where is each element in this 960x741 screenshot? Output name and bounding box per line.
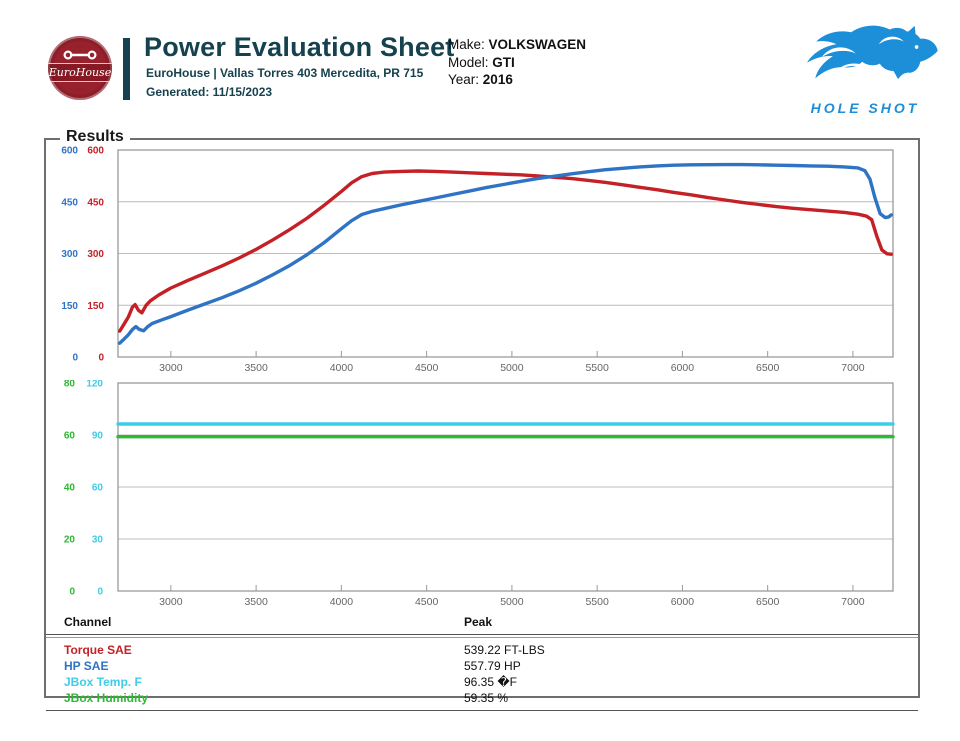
model-value: GTI — [492, 54, 515, 70]
peak-header: Peak — [464, 615, 493, 629]
svg-text:0: 0 — [72, 353, 78, 364]
svg-text:450: 450 — [61, 197, 78, 208]
svg-text:600: 600 — [87, 146, 104, 157]
svg-text:7000: 7000 — [841, 362, 865, 374]
svg-text:3500: 3500 — [244, 362, 268, 374]
svg-text:5500: 5500 — [585, 362, 609, 374]
logo-script-text: EuroHouse — [48, 66, 112, 79]
svg-text:0: 0 — [69, 587, 75, 598]
svg-text:4000: 4000 — [330, 596, 354, 608]
peak-value: 59.35 % — [464, 691, 509, 705]
environment-chart-temp-humidity: 3000 3500 4000 4500 5000 5500 6000 6500 7000 0 20 4… — [64, 380, 895, 608]
table-row: JBox Humidity 59.35 % — [46, 690, 918, 706]
shop-address: EuroHouse | Vallas Torres 403 Mercedita,… — [146, 66, 424, 80]
make-value: VOLKSWAGEN — [488, 37, 587, 52]
make-label: Make: — [448, 37, 485, 52]
table-row: Torque SAE 539.22 FT-LBS — [46, 642, 918, 658]
channel-name: Torque SAE — [64, 643, 132, 657]
title-accent-bar — [123, 38, 130, 100]
peak-value: 539.22 FT-LBS — [464, 643, 545, 657]
vehicle-make: Make: VOLKSWAGEN — [448, 36, 586, 54]
logo-band: EuroHouse — [48, 63, 112, 82]
results-table: Channel Peak Torque SAE 539.22 FT-LBS HP S… — [46, 612, 918, 711]
year-label: Year: — [448, 72, 480, 87]
svg-text:3500: 3500 — [244, 596, 268, 608]
table-row: JBox Temp. F 96.35 �F — [46, 674, 918, 690]
svg-text:4000: 4000 — [330, 362, 354, 374]
svg-text:60: 60 — [92, 483, 104, 494]
svg-text:30: 30 — [92, 535, 104, 546]
svg-text:7000: 7000 — [841, 596, 865, 608]
svg-text:20: 20 — [64, 535, 76, 546]
vehicle-model: Model: GTI — [448, 54, 586, 72]
channel-header: Channel — [64, 615, 112, 629]
svg-text:3000: 3000 — [159, 596, 183, 608]
table-body: Torque SAE 539.22 FT-LBS HP SAE 557.79 HP JB… — [46, 642, 918, 706]
generated-date: Generated: 11/15/2023 — [146, 85, 273, 99]
vehicle-info: Make: VOLKSWAGEN Model: GTI Year: 2016 — [448, 36, 586, 89]
table-header-divider — [46, 634, 918, 638]
horse-icon — [806, 25, 938, 80]
svg-text:4500: 4500 — [415, 362, 439, 374]
svg-text:4500: 4500 — [415, 596, 439, 608]
svg-text:80: 80 — [64, 380, 76, 390]
table-header-row: Channel Peak — [46, 612, 918, 632]
peak-value: 557.79 HP — [464, 659, 521, 673]
svg-text:300: 300 — [87, 249, 104, 260]
svg-text:120: 120 — [86, 380, 103, 390]
model-label: Model: — [448, 54, 489, 70]
channel-name: JBox Humidity — [64, 691, 149, 705]
results-section: Results 3000 3500 4000 4500 5000 5500 6000 6500… — [44, 128, 920, 711]
svg-text:300: 300 — [61, 249, 78, 260]
svg-text:5500: 5500 — [585, 596, 609, 608]
results-legend: Results — [60, 128, 130, 146]
svg-text:60: 60 — [64, 431, 76, 442]
year-value: 2016 — [482, 72, 513, 87]
svg-text:40: 40 — [64, 483, 76, 494]
channel-name: HP SAE — [64, 659, 109, 673]
eurohouse-logo: EuroHouse — [48, 36, 112, 100]
svg-text:90: 90 — [92, 431, 104, 442]
channel-name: JBox Temp. F — [64, 675, 142, 689]
table-bottom-divider — [46, 710, 918, 711]
dyno-chart-hp-torque: 3000 3500 4000 4500 5000 5500 6000 6500 70000150… — [61, 146, 894, 374]
peak-value: 96.35 �F — [464, 675, 517, 689]
svg-text:150: 150 — [87, 301, 104, 312]
svg-text:5000: 5000 — [500, 596, 524, 608]
page-title: Power Evaluation Sheet — [144, 32, 455, 62]
svg-text:0: 0 — [97, 587, 103, 598]
svg-text:5000: 5000 — [500, 362, 524, 374]
brand-name: HOLE SHOT — [810, 100, 920, 116]
svg-text:6000: 6000 — [671, 596, 695, 608]
svg-text:6000: 6000 — [671, 362, 695, 374]
svg-text:600: 600 — [61, 146, 78, 157]
vehicle-year: Year: 2016 — [448, 71, 586, 89]
wrench-icon — [63, 50, 97, 60]
svg-text:3000: 3000 — [159, 362, 183, 374]
svg-text:6500: 6500 — [756, 596, 780, 608]
svg-text:150: 150 — [61, 301, 78, 312]
svg-text:0: 0 — [98, 353, 104, 364]
svg-text:450: 450 — [87, 197, 104, 208]
holeshot-logo: HOLE SHOT — [786, 24, 944, 116]
table-row: HP SAE 557.79 HP — [46, 658, 918, 674]
svg-text:6500: 6500 — [756, 362, 780, 374]
